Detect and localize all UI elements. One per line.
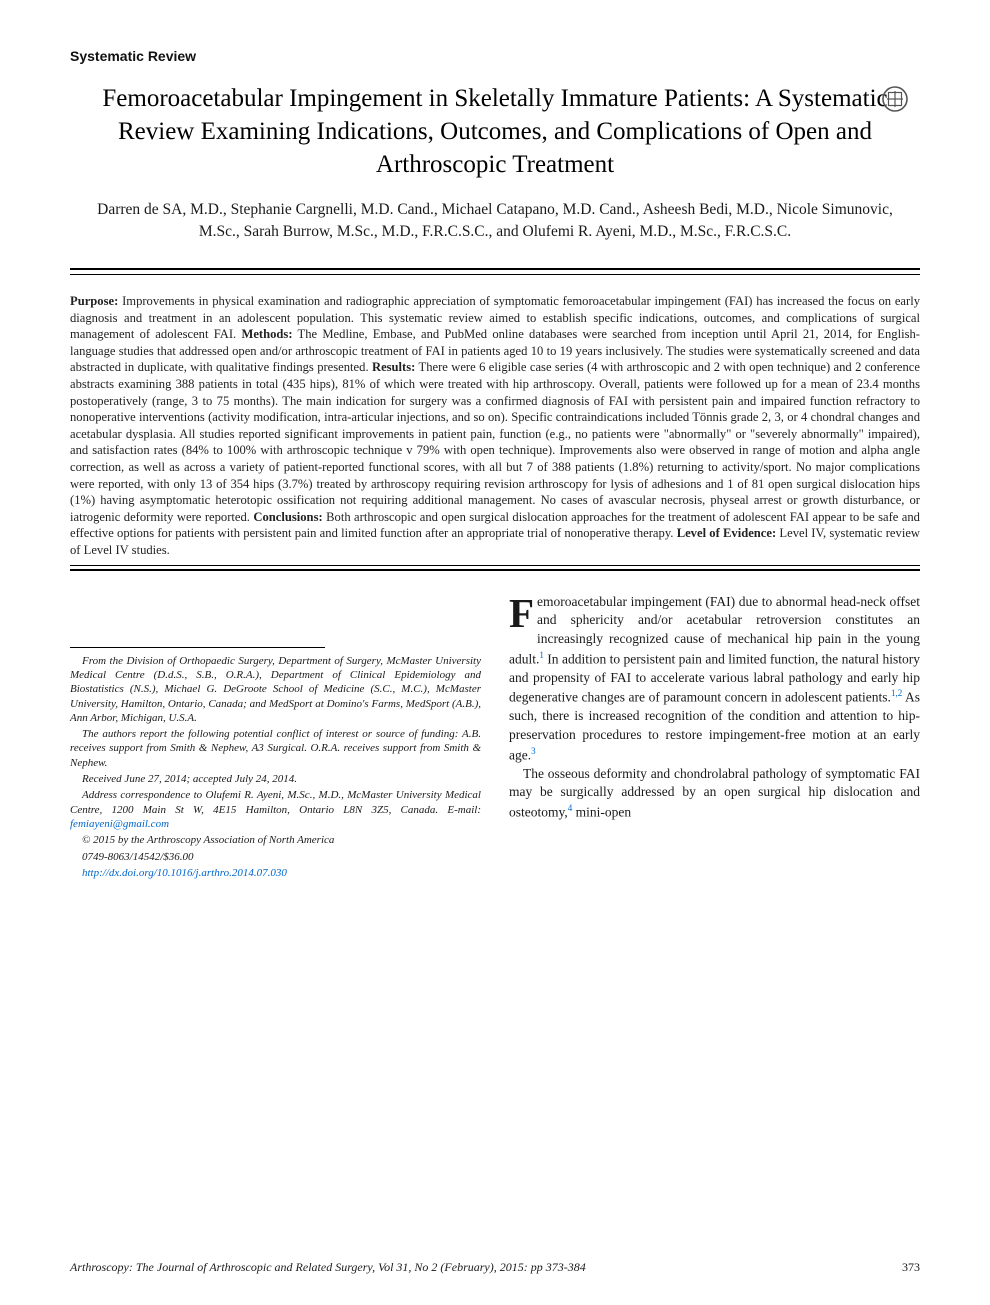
- issn-text: 0749-8063/14542/$36.00: [70, 850, 481, 864]
- body-p1-b: In addition to persistent pain and limit…: [509, 651, 920, 705]
- purpose-label: Purpose:: [70, 294, 118, 308]
- article-title: Femoroacetabular Impingement in Skeletal…: [100, 82, 890, 181]
- article-type-label: Systematic Review: [70, 48, 920, 64]
- citation-ref-1-2[interactable]: 1,2: [891, 688, 902, 698]
- doi-text: http://dx.doi.org/10.1016/j.arthro.2014.…: [70, 866, 481, 880]
- right-column: Femoroacetabular impingement (FAI) due t…: [509, 593, 920, 882]
- divider-bottom-thin: [70, 565, 920, 566]
- authors-line: Darren de SA, M.D., Stephanie Cargnelli,…: [92, 199, 898, 244]
- two-column-region: From the Division of Orthopaedic Surgery…: [70, 593, 920, 882]
- correspondence-pre: Address correspondence to Olufemi R. Aye…: [70, 789, 481, 815]
- methods-label: Methods:: [241, 327, 292, 341]
- page-number: 373: [902, 1260, 920, 1275]
- crossmark-icon[interactable]: [882, 86, 908, 112]
- left-column: From the Division of Orthopaedic Surgery…: [70, 593, 481, 882]
- divider-bottom-thick: [70, 569, 920, 571]
- dropcap-letter: F: [509, 593, 537, 633]
- title-block: Femoroacetabular Impingement in Skeletal…: [100, 82, 890, 181]
- divider-top-thick: [70, 268, 920, 270]
- journal-citation: Arthroscopy: The Journal of Arthroscopic…: [70, 1260, 586, 1275]
- page-footer: Arthroscopy: The Journal of Arthroscopic…: [70, 1260, 920, 1275]
- results-label: Results:: [372, 360, 415, 374]
- correspondence-text: Address correspondence to Olufemi R. Aye…: [70, 788, 481, 831]
- conflict-text: The authors report the following potenti…: [70, 727, 481, 770]
- divider-top-thin: [70, 274, 920, 275]
- doi-link[interactable]: http://dx.doi.org/10.1016/j.arthro.2014.…: [82, 867, 287, 879]
- citation-ref-3[interactable]: 3: [531, 746, 536, 756]
- abstract-block: Purpose: Improvements in physical examin…: [70, 293, 920, 559]
- body-p2-b: mini-open: [572, 805, 631, 820]
- loe-label: Level of Evidence:: [677, 526, 777, 540]
- body-paragraph-1: Femoroacetabular impingement (FAI) due t…: [509, 593, 920, 765]
- dates-text: Received June 27, 2014; accepted July 24…: [70, 772, 481, 786]
- correspondence-email-link[interactable]: femiayeni@gmail.com: [70, 818, 169, 830]
- affiliation-text: From the Division of Orthopaedic Surgery…: [70, 654, 481, 725]
- results-text: There were 6 eligible case series (4 wit…: [70, 360, 920, 523]
- conclusions-label: Conclusions:: [253, 510, 322, 524]
- body-paragraph-2: The osseous deformity and chondrolabral …: [509, 765, 920, 822]
- affiliation-rule: [70, 647, 325, 648]
- copyright-text: © 2015 by the Arthroscopy Association of…: [70, 833, 481, 847]
